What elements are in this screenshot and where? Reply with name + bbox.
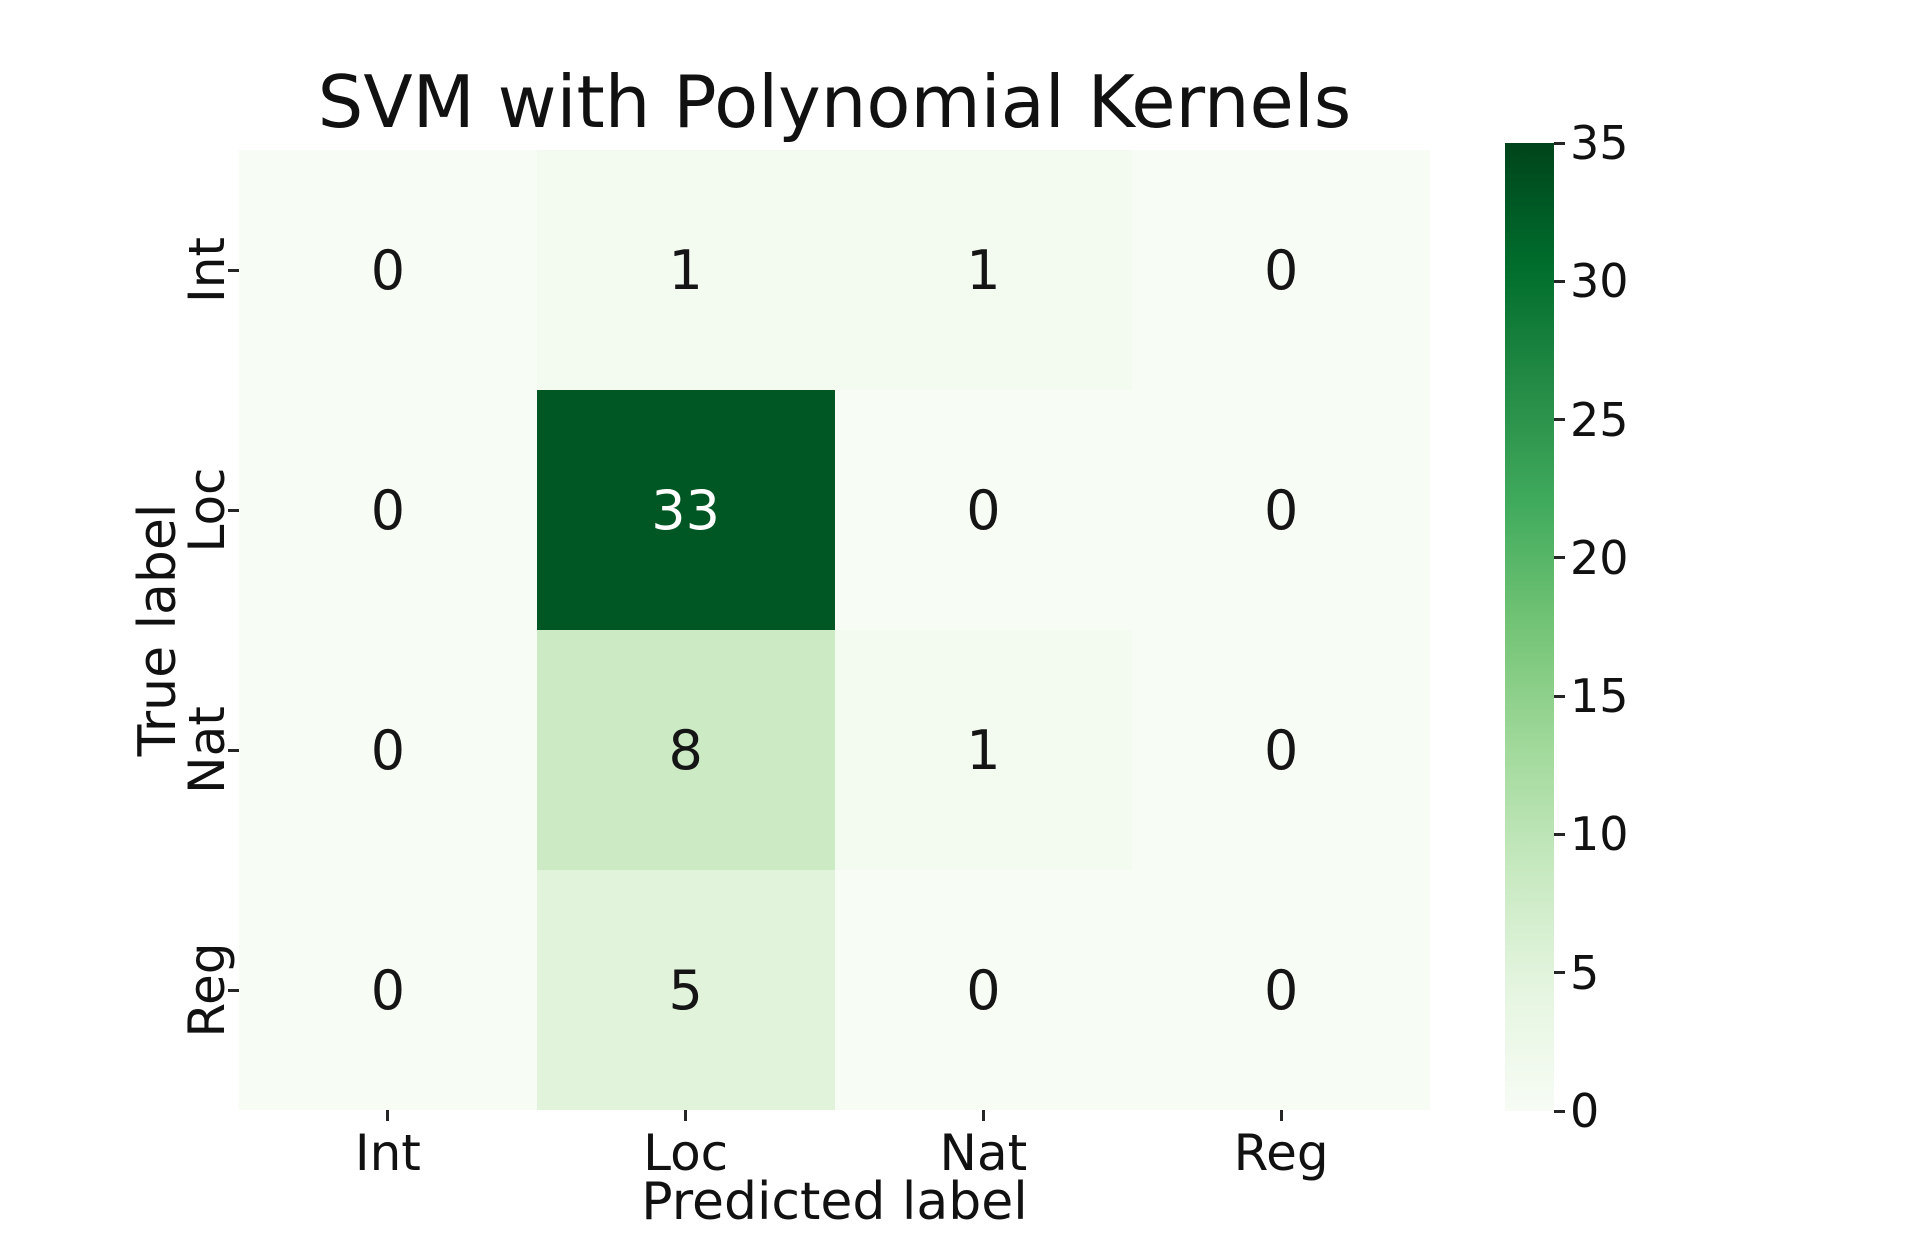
colorbar-tick-label: 0	[1570, 1084, 1600, 1138]
x-tick-label: Reg	[1233, 1124, 1329, 1182]
colorbar-tick-label: 10	[1570, 807, 1629, 862]
heatmap-cell: 0	[834, 390, 1133, 630]
cell-value: 1	[668, 238, 703, 302]
heatmap-cell: 0	[239, 390, 537, 630]
colorbar-tick-label: 35	[1570, 116, 1629, 170]
colorbar-tick-mark	[1554, 141, 1565, 145]
colorbar-tick-mark	[1554, 556, 1565, 560]
heatmap-cell: 8	[536, 630, 835, 870]
y-tick-mark	[228, 748, 239, 752]
y-axis-label: True label	[128, 503, 188, 757]
heatmap-cell: 1	[834, 630, 1133, 870]
heatmap-cell: 0	[1132, 150, 1430, 390]
heatmap-cell: 33	[536, 390, 835, 630]
y-tick-label: Nat	[178, 706, 236, 794]
colorbar-tick-label: 20	[1570, 530, 1629, 585]
y-tick-mark	[228, 508, 239, 512]
x-axis-label: Predicted label	[641, 1172, 1028, 1232]
cell-value: 1	[966, 718, 1001, 782]
colorbar-tick-mark	[1554, 832, 1565, 836]
x-tick-mark	[981, 1110, 985, 1121]
heatmap-cell: 5	[536, 870, 835, 1110]
cell-value: 0	[966, 478, 1001, 542]
cell-value: 0	[370, 718, 406, 782]
colorbar-tick-label: 30	[1570, 254, 1629, 309]
y-tick-label: Loc	[178, 467, 236, 553]
colorbar-tick-mark	[1554, 279, 1565, 283]
cell-value: 5	[668, 958, 703, 1022]
x-tick-mark	[386, 1110, 390, 1121]
y-tick-label: Reg	[178, 942, 236, 1038]
colorbar-tick-mark	[1554, 694, 1565, 698]
cell-value: 0	[1263, 478, 1299, 542]
heatmap-cell: 0	[239, 630, 537, 870]
heatmap-cell: 0	[239, 150, 537, 390]
colorbar-tick-mark	[1554, 1109, 1565, 1113]
x-tick-mark	[684, 1110, 688, 1121]
cell-value: 0	[370, 958, 406, 1022]
heatmap-cell: 0	[239, 870, 537, 1110]
cell-value: 1	[966, 238, 1001, 302]
cell-value: 0	[1263, 238, 1299, 302]
colorbar-tick-mark	[1554, 418, 1565, 422]
cell-value: 0	[966, 958, 1001, 1022]
y-tick-mark	[228, 988, 239, 992]
cell-value: 0	[1263, 718, 1299, 782]
heatmap-cell: 0	[1132, 630, 1430, 870]
colorbar-tick-label: 25	[1570, 392, 1629, 447]
heatmap-cell: 0	[1132, 870, 1430, 1110]
cell-value: 33	[651, 478, 720, 542]
cell-value: 8	[668, 718, 703, 782]
x-tick-label: Nat	[939, 1124, 1028, 1182]
heatmap-cell: 0	[834, 870, 1133, 1110]
colorbar-tick-label: 15	[1570, 669, 1629, 724]
cell-value: 0	[370, 478, 406, 542]
heatmap-cell: 1	[834, 150, 1133, 390]
cell-value: 0	[1263, 958, 1299, 1022]
x-tick-label: Int	[354, 1124, 421, 1182]
colorbar-tick-mark	[1554, 971, 1565, 975]
x-tick-label: Loc	[643, 1124, 729, 1182]
chart-title: SVM with Polynomial Kernels	[317, 60, 1352, 144]
x-tick-mark	[1279, 1110, 1283, 1121]
heatmap-cell: 0	[1132, 390, 1430, 630]
colorbar	[1505, 143, 1554, 1111]
y-tick-label: Int	[178, 236, 236, 304]
cell-value: 0	[370, 238, 406, 302]
heatmap-cell: 1	[536, 150, 835, 390]
y-tick-mark	[228, 268, 239, 272]
confusion-matrix-heatmap: 0 1 1 0 0 33 0 0 0 8 1 0 0 5 0 0	[239, 150, 1430, 1110]
colorbar-tick-label: 5	[1570, 945, 1600, 1000]
